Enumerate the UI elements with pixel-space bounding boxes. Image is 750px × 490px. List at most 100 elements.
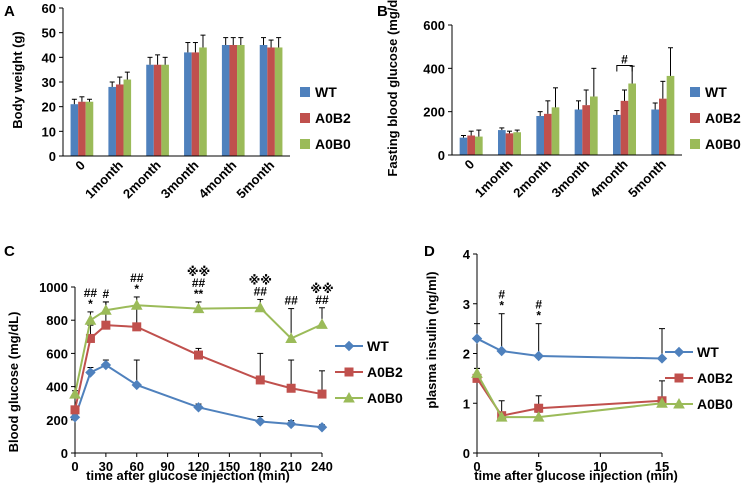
panel-d-x-axis-title: time after glucose injection (min) <box>474 468 678 483</box>
D-significance-label: * <box>499 299 504 313</box>
C-significance-label: ** <box>194 287 204 301</box>
A-bar-a0b0 <box>123 79 132 156</box>
D-point-a0b0 <box>532 411 545 422</box>
C-point-wt <box>131 379 142 391</box>
A-xtick-label: 1month <box>82 157 126 201</box>
B-legend-swatch-a0b2 <box>690 113 700 123</box>
A-bar-a0b0 <box>161 64 169 156</box>
C-point-a0b0 <box>316 318 328 329</box>
A-xtick-label: 4month <box>196 157 240 201</box>
D-legend-label-a0b0: A0B0 <box>697 396 733 412</box>
B-bar-a0b0 <box>551 107 560 155</box>
A-bar-a0b2 <box>267 47 275 156</box>
A-legend-label-a0b2: A0B2 <box>315 110 351 126</box>
C-significance-label: ※※ <box>249 273 272 287</box>
A-ytick-label: 0 <box>49 149 56 164</box>
A-legend-swatch-wt <box>300 87 310 97</box>
B-ytick-label: 400 <box>423 61 445 76</box>
C-point-a0b2 <box>317 389 327 399</box>
C-point-wt <box>100 359 112 371</box>
D-point-a0b0 <box>495 411 508 422</box>
panel-c: C Blood glucose (mg/dL) time after gluco… <box>4 243 403 483</box>
D-point-wt <box>471 333 483 344</box>
C-significance-label: ※※ <box>310 282 333 296</box>
C-point-wt <box>193 402 204 413</box>
D-xtick-label: 10 <box>593 459 607 474</box>
B-bar-a0b0 <box>628 83 636 155</box>
panel-d: D plasma insulin (ng/ml) time after gluc… <box>424 243 733 483</box>
A-ytick-label: 60 <box>42 1 56 16</box>
B-xtick-label: 5month <box>625 156 669 200</box>
B-xtick-label: 0 <box>462 157 478 173</box>
A-bar-a0b2 <box>153 64 162 156</box>
B-bar-a0b0 <box>666 75 675 155</box>
C-xtick-label: 30 <box>99 459 113 474</box>
panel-a-y-axis-title: Body weight (g) <box>10 31 25 129</box>
C-legend-label-wt: WT <box>367 338 389 354</box>
D-point-wt <box>656 353 668 364</box>
C-point-a0b2 <box>132 322 142 332</box>
C-xtick-label: 0 <box>71 459 78 474</box>
A-bar-a0b2 <box>78 101 86 156</box>
C-xtick-label: 90 <box>160 459 174 474</box>
D-point-wt <box>496 345 507 357</box>
D-ytick-label: 3 <box>463 297 470 312</box>
C-point-a0b2 <box>194 350 203 360</box>
B-bar-a0b2 <box>467 135 475 155</box>
A-legend-label-wt: WT <box>315 84 337 100</box>
C-point-a0b0 <box>84 314 97 325</box>
D-point-a0b0 <box>471 367 483 378</box>
C-significance-label: ## <box>84 286 98 300</box>
panel-b-y-axis-title: Fasting blood glucose (mg/dL) <box>385 0 400 177</box>
C-legend-marker-a0b2 <box>344 367 354 377</box>
A-bar-a0b0 <box>85 101 94 156</box>
C-point-a0b2 <box>70 405 80 415</box>
D-significance-label: # <box>498 288 505 302</box>
C-ytick-label: 1000 <box>39 280 68 295</box>
D-xtick-label: 5 <box>535 459 542 474</box>
C-xtick-label: 240 <box>311 459 333 474</box>
D-legend-marker-a0b0 <box>673 397 685 409</box>
B-bar-wt <box>498 130 506 155</box>
C-ytick-label: 200 <box>46 413 68 428</box>
A-bar-a0b0 <box>237 45 245 156</box>
A-bar-wt <box>184 52 192 156</box>
C-point-a0b0 <box>130 299 143 310</box>
C-significance-label: ## <box>315 293 329 307</box>
C-legend-label-a0b0: A0B0 <box>367 390 403 406</box>
C-point-wt <box>285 418 297 430</box>
B-xtick-label: 4month <box>587 156 631 200</box>
C-legend-marker-wt <box>343 340 355 352</box>
D-point-a0b0 <box>656 397 668 408</box>
C-legend-marker-a0b0 <box>343 391 355 403</box>
C-significance-label: # <box>103 287 110 301</box>
C-ytick-label: 600 <box>46 346 68 361</box>
D-series-line-a0b2 <box>476 377 663 417</box>
panel-d-letter: D <box>424 243 435 260</box>
A-bar-wt <box>108 86 116 156</box>
D-ytick-label: 1 <box>463 396 470 411</box>
A-legend-swatch-a0b0 <box>300 139 310 149</box>
panel-c-y-axis-title: Blood glucose (mg/dL) <box>6 312 21 453</box>
B-bar-a0b0 <box>475 136 483 155</box>
A-ytick-label: 50 <box>42 26 56 41</box>
C-series-line-wt <box>74 363 323 429</box>
D-ytick-label: 2 <box>463 347 470 362</box>
panel-b: B Fasting blood glucose (mg/dL) 0 200 400 6… <box>377 0 741 200</box>
B-bar-a0b2 <box>505 133 514 155</box>
C-significance-label: ※※ <box>187 265 210 279</box>
B-xtick-label: 1month <box>472 156 516 200</box>
B-bar-wt <box>613 114 621 155</box>
C-point-a0b0 <box>100 304 112 315</box>
D-xtick-label: 15 <box>655 459 669 474</box>
C-significance-label: * <box>134 282 139 296</box>
C-point-a0b2 <box>255 375 265 385</box>
A-xtick-label: 3month <box>158 157 202 201</box>
A-bar-wt <box>221 45 230 156</box>
C-xtick-label: 60 <box>130 459 144 474</box>
D-point-wt <box>533 350 544 362</box>
A-bar-a0b2 <box>229 45 238 156</box>
C-point-wt <box>85 367 96 378</box>
